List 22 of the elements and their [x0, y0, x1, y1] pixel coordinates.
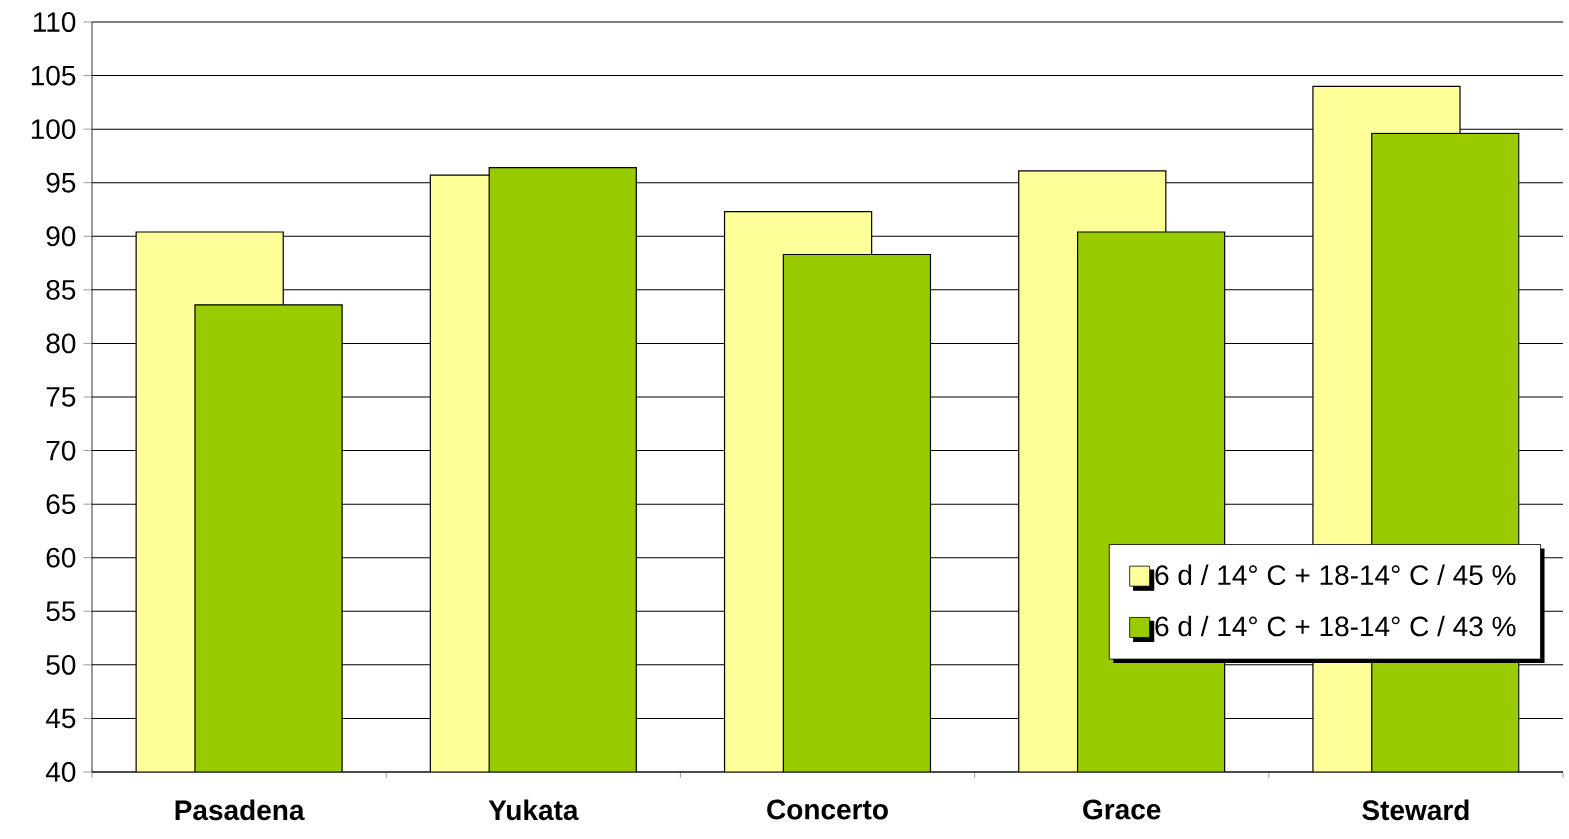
y-tick-label: 75 [46, 387, 76, 407]
y-tick-label: 110 [33, 12, 76, 32]
y-tick-label: 105 [31, 65, 76, 86]
y-tick-label: 40 [45, 762, 76, 782]
y-tick-label: 85 [46, 279, 76, 300]
y-tick-label: 50 [46, 654, 76, 675]
x-tick-label: Yukata [488, 799, 579, 821]
x-tick-label: Concerto [767, 799, 888, 820]
legend-label: 6 d / 14° C + 18-14° C / 43 % [1155, 615, 1516, 637]
y-tick-label: 100 [31, 119, 76, 140]
y-tick-label: 55 [46, 601, 76, 622]
legend-label: 6 d / 14° C + 18-14° C / 45 % [1155, 564, 1516, 586]
x-tick-label: Pasadena [175, 799, 305, 821]
y-tick-label: 65 [46, 494, 76, 515]
y-tick-label: 80 [46, 333, 76, 354]
x-tick-label: Steward [1362, 799, 1469, 821]
y-tick-label: 95 [46, 172, 76, 193]
y-tick-label: 90 [46, 226, 76, 247]
x-tick-label: Grace [1083, 799, 1161, 820]
y-tick-label: 45 [45, 708, 76, 729]
y-tick-label: 60 [46, 547, 76, 568]
y-tick-label: 70 [46, 440, 76, 461]
